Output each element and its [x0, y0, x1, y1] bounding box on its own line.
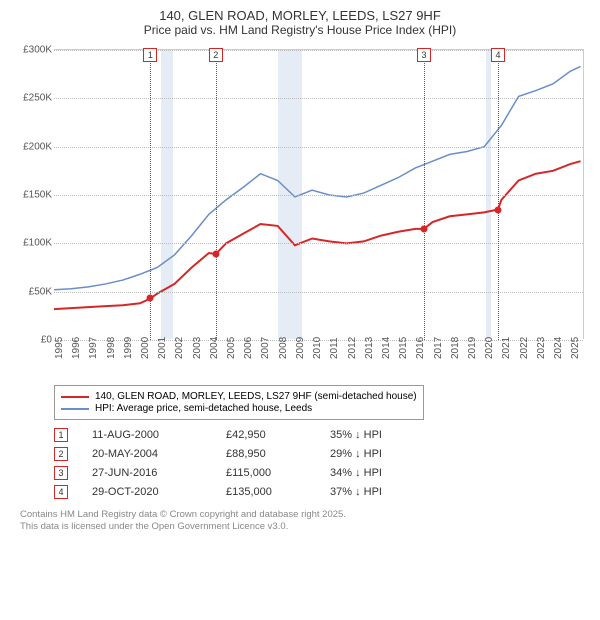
sale-marker-line [498, 50, 499, 340]
page-subtitle: Price paid vs. HM Land Registry's House … [12, 23, 588, 37]
sale-marker-box: 4 [491, 48, 505, 62]
x-tick-label: 2007 [260, 337, 271, 359]
sale-price: £115,000 [226, 467, 306, 479]
y-tick-label: £150K [12, 190, 52, 201]
x-tick-label: 2015 [398, 337, 409, 359]
x-tick-label: 2004 [209, 337, 220, 359]
sale-price: £42,950 [226, 429, 306, 441]
x-tick-label: 2019 [467, 337, 478, 359]
x-tick-label: 2021 [501, 337, 512, 359]
chart: £0 £50K £100K £150K £200K £250K £300K 1 2 3 4 1995… [12, 41, 588, 381]
y-gridline [54, 147, 583, 148]
sale-marker-line [424, 50, 425, 340]
y-tick-label: £300K [12, 45, 52, 56]
x-tick-label: 2023 [536, 337, 547, 359]
x-tick-label: 2008 [278, 337, 289, 359]
sale-price: £135,000 [226, 486, 306, 498]
footer-line-1: Contains HM Land Registry data © Crown c… [20, 509, 588, 521]
x-tick-label: 2000 [140, 337, 151, 359]
table-row: 4 29-OCT-2020 £135,000 37% ↓ HPI [54, 485, 588, 499]
legend-swatch [61, 396, 89, 398]
x-tick-label: 2003 [192, 337, 203, 359]
sale-date: 29-OCT-2020 [92, 486, 202, 498]
sale-delta: 37% ↓ HPI [330, 486, 440, 498]
x-tick-label: 2005 [226, 337, 237, 359]
sale-marker-box: 3 [417, 48, 431, 62]
x-tick-label: 2009 [295, 337, 306, 359]
legend-swatch [61, 408, 89, 410]
plot-area: £0£50K£100K£150K£200K£250K£300K1234 [54, 49, 584, 339]
table-row: 3 27-JUN-2016 £115,000 34% ↓ HPI [54, 466, 588, 480]
x-tick-label: 2001 [157, 337, 168, 359]
sale-date: 11-AUG-2000 [92, 429, 202, 441]
sale-marker-box: 1 [143, 48, 157, 62]
x-tick-label: 2025 [570, 337, 581, 359]
page-title: 140, GLEN ROAD, MORLEY, LEEDS, LS27 9HF [12, 8, 588, 23]
sale-price: £88,950 [226, 448, 306, 460]
sale-delta: 34% ↓ HPI [330, 467, 440, 479]
legend-label: 140, GLEN ROAD, MORLEY, LEEDS, LS27 9HF … [95, 391, 417, 402]
footer-line-2: This data is licensed under the Open Gov… [20, 521, 588, 533]
x-tick-label: 2013 [364, 337, 375, 359]
x-tick-label: 1997 [88, 337, 99, 359]
sale-number-box: 1 [54, 428, 68, 442]
x-axis: 1995199619971998199920002001200220032004… [54, 341, 584, 381]
table-row: 2 20-MAY-2004 £88,950 29% ↓ HPI [54, 447, 588, 461]
x-tick-label: 2006 [243, 337, 254, 359]
x-tick-label: 1995 [54, 337, 65, 359]
y-tick-label: £50K [12, 286, 52, 297]
table-row: 1 11-AUG-2000 £42,950 35% ↓ HPI [54, 428, 588, 442]
y-gridline [54, 195, 583, 196]
sale-dot [212, 251, 219, 258]
sale-date: 20-MAY-2004 [92, 448, 202, 460]
x-tick-label: 2012 [347, 337, 358, 359]
sale-date: 27-JUN-2016 [92, 467, 202, 479]
x-tick-label: 1996 [71, 337, 82, 359]
sale-number-box: 3 [54, 466, 68, 480]
footer-attribution: Contains HM Land Registry data © Crown c… [20, 509, 588, 534]
legend-item: HPI: Average price, semi-detached house,… [61, 403, 417, 414]
sale-dot [147, 295, 154, 302]
sale-number-box: 2 [54, 447, 68, 461]
x-tick-label: 2022 [519, 337, 530, 359]
y-tick-label: £100K [12, 238, 52, 249]
x-tick-label: 2020 [484, 337, 495, 359]
sales-table: 1 11-AUG-2000 £42,950 35% ↓ HPI 2 20-MAY-2004… [54, 428, 588, 499]
sale-dot [494, 206, 501, 213]
legend-label: HPI: Average price, semi-detached house,… [95, 403, 312, 414]
sale-delta: 35% ↓ HPI [330, 429, 440, 441]
x-tick-label: 2002 [174, 337, 185, 359]
x-tick-label: 2017 [433, 337, 444, 359]
x-tick-label: 2024 [553, 337, 564, 359]
x-tick-label: 1998 [106, 337, 117, 359]
sale-delta: 29% ↓ HPI [330, 448, 440, 460]
y-gridline [54, 292, 583, 293]
series-line [54, 161, 581, 309]
sale-marker-line [216, 50, 217, 340]
x-tick-label: 2016 [415, 337, 426, 359]
x-tick-label: 2018 [450, 337, 461, 359]
legend-item: 140, GLEN ROAD, MORLEY, LEEDS, LS27 9HF … [61, 391, 417, 402]
y-tick-label: £250K [12, 93, 52, 104]
y-gridline [54, 98, 583, 99]
y-tick-label: £200K [12, 141, 52, 152]
sale-number-box: 4 [54, 485, 68, 499]
sale-dot [420, 225, 427, 232]
legend: 140, GLEN ROAD, MORLEY, LEEDS, LS27 9HF … [54, 385, 424, 420]
y-gridline [54, 243, 583, 244]
sale-marker-box: 2 [209, 48, 223, 62]
series-line [54, 66, 581, 289]
x-tick-label: 2014 [381, 337, 392, 359]
x-tick-label: 1999 [123, 337, 134, 359]
x-tick-label: 2011 [329, 337, 340, 359]
y-tick-label: £0 [12, 335, 52, 346]
x-tick-label: 2010 [312, 337, 323, 359]
